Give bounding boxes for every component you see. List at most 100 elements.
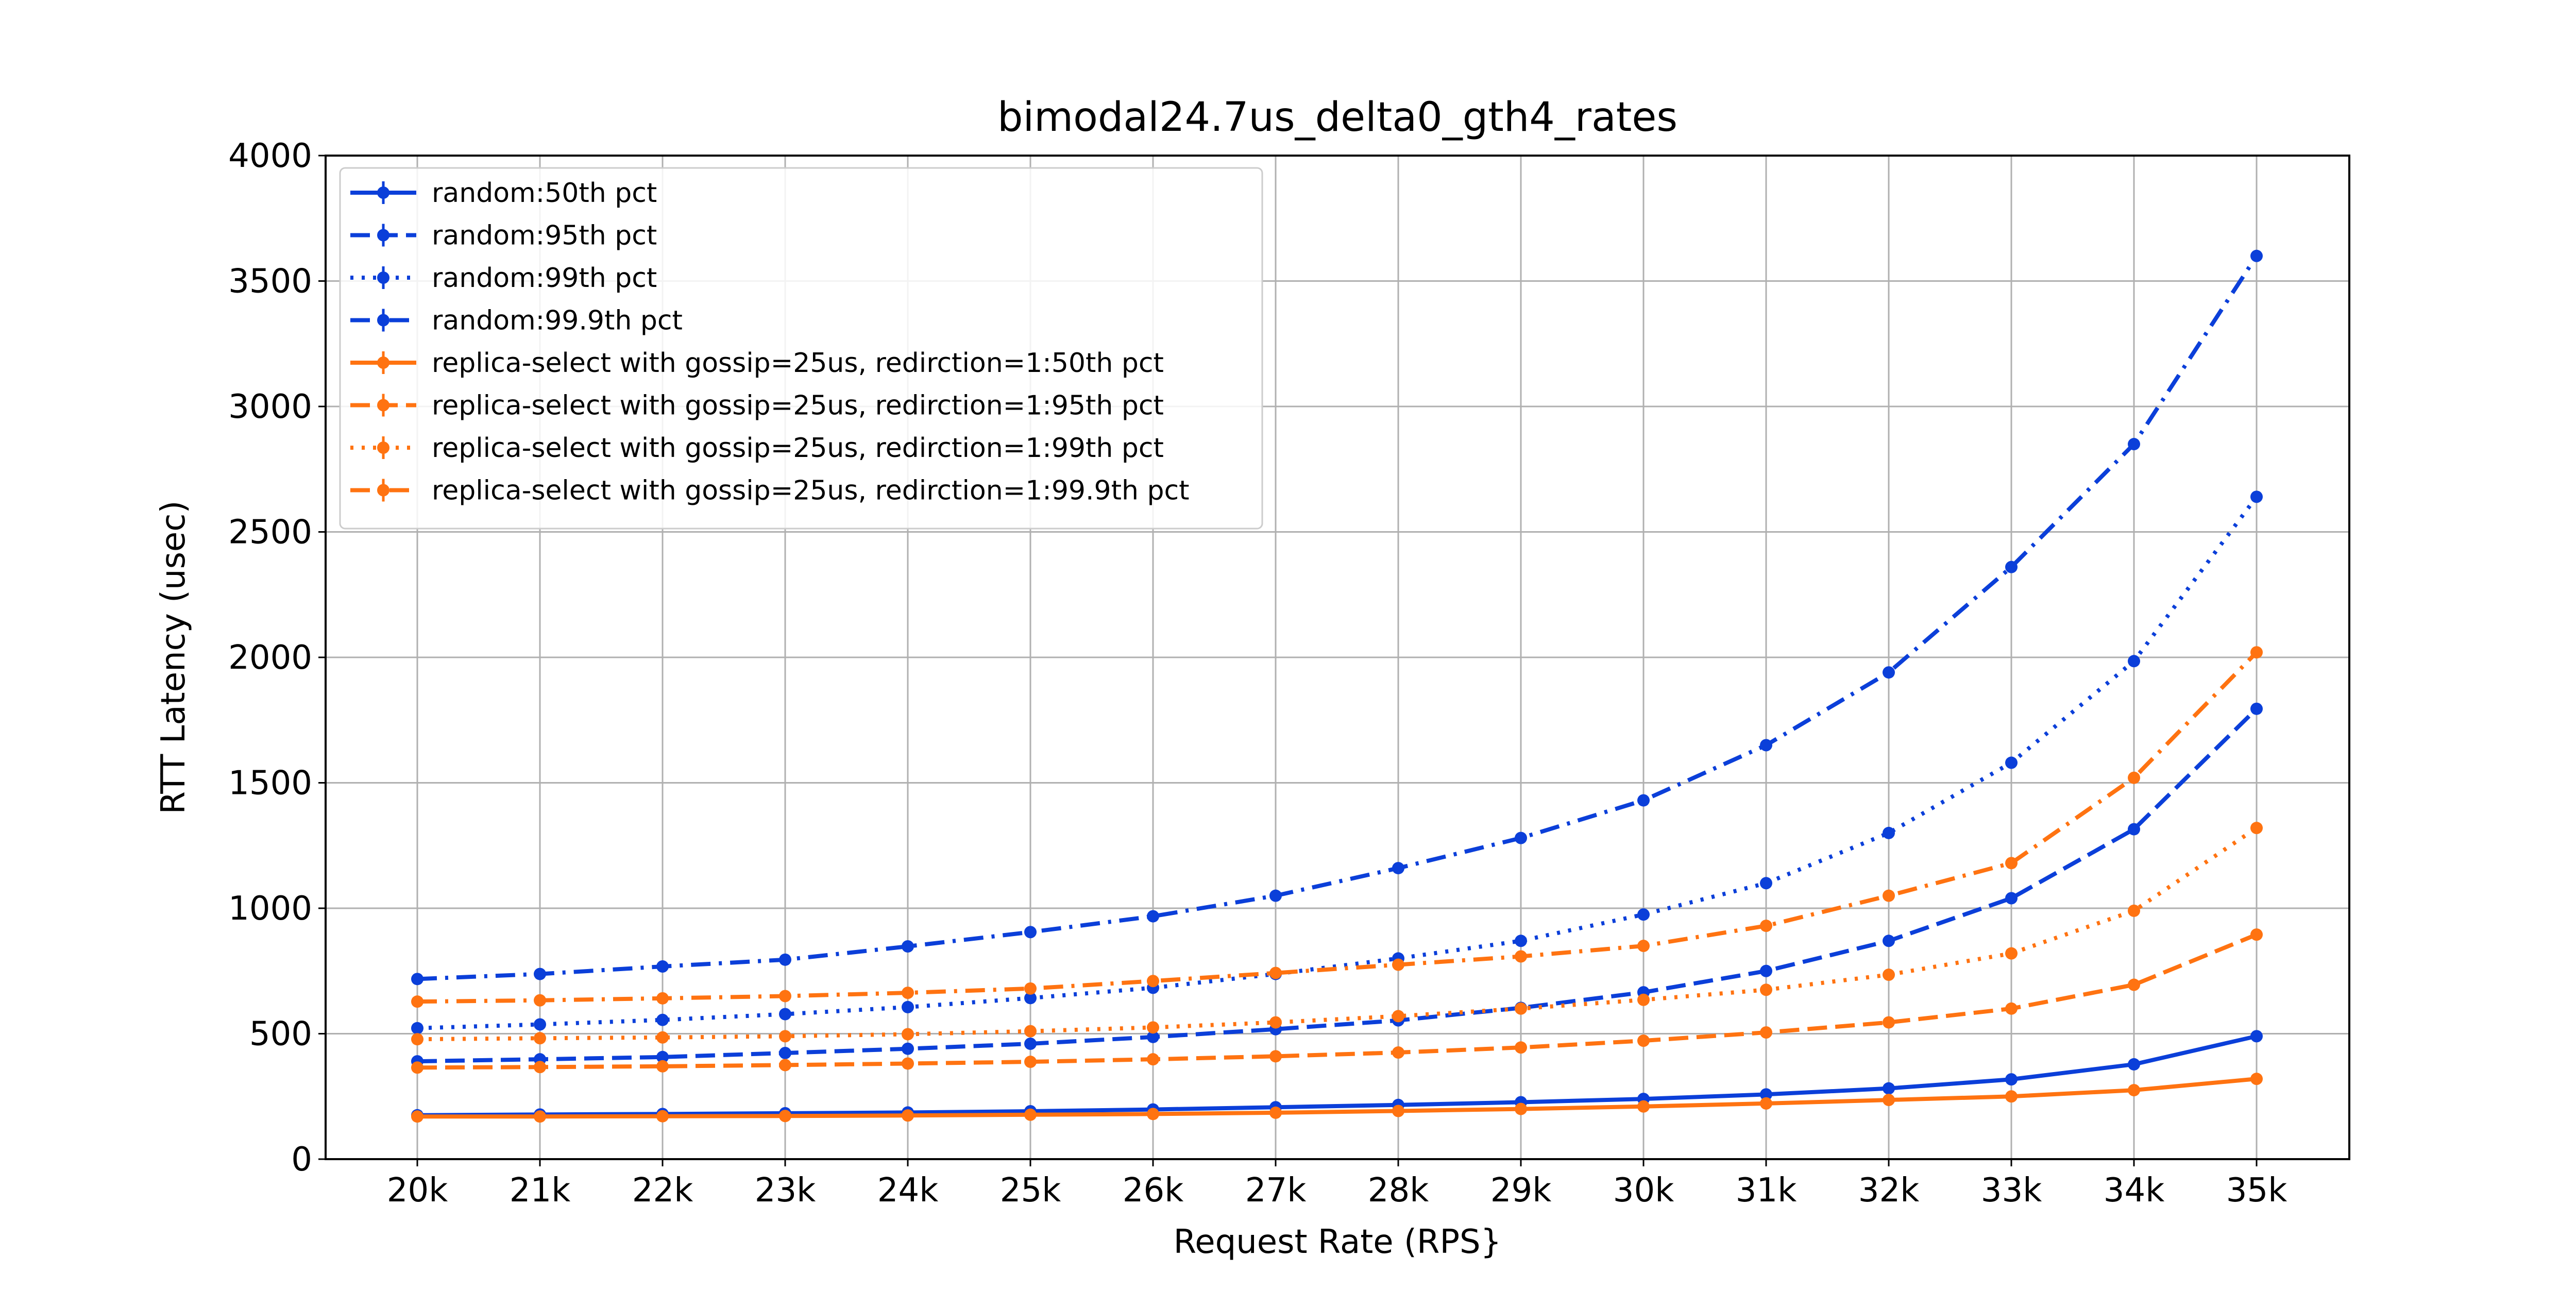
data-point [534,1032,546,1045]
data-point [1883,1094,1895,1107]
x-tick-label: 33k [1981,1172,2042,1210]
data-point [1392,1010,1404,1023]
data-point [1883,969,1895,981]
data-point [1883,935,1895,947]
series-group [411,646,2263,1008]
x-axis-label: Request Rate (RPS} [1174,1223,1502,1261]
data-point [1392,862,1404,875]
data-point [1024,1025,1037,1038]
x-tick-label: 32k [1858,1172,1920,1210]
x-tick-label: 22k [632,1172,693,1210]
legend-label: random:50th pct [432,178,657,209]
data-point [534,1018,546,1031]
data-point [2250,249,2263,262]
series-line [417,495,2259,1030]
data-point [779,1110,791,1123]
data-point [2250,490,2263,503]
data-point [656,960,669,973]
data-point [411,1033,423,1046]
data-point [1515,1002,1527,1015]
y-tick-label: 3000 [228,388,312,426]
data-point [1269,1016,1282,1029]
x-tick-label: 20k [387,1172,448,1210]
data-point [1760,739,1772,752]
legend-item: replica-select with gossip=25us, redirct… [350,433,1164,464]
data-point [1637,794,1650,807]
data-point [1147,1053,1159,1066]
data-point [902,987,914,999]
data-point [1024,926,1037,939]
data-point [656,992,669,1005]
data-point [2128,1084,2140,1097]
data-point [534,1110,546,1123]
series-lines [411,249,2263,1123]
legend-item: replica-select with gossip=25us, redirct… [350,348,1164,379]
data-point [656,1110,669,1123]
data-point [1760,983,1772,996]
series-line [417,651,2258,1004]
data-point [2005,756,2018,769]
data-point [902,1057,914,1070]
data-point [902,940,914,953]
data-point [2005,857,2018,870]
data-point [656,1031,669,1044]
legend-label: random:99th pct [432,263,657,294]
data-point [779,1059,791,1072]
data-point [1269,889,1282,902]
series-line [417,1077,2257,1119]
data-point [656,1060,669,1073]
data-point [1515,831,1527,844]
data-point [1515,1102,1527,1115]
series-group [411,822,2263,1046]
y-tick-label: 2000 [228,639,312,677]
data-point [411,1061,423,1074]
y-tick-label: 4000 [228,137,312,175]
legend: random:50th pct random:95th pct random:99t… [339,167,1263,530]
x-tick-label: 23k [755,1172,816,1210]
data-point [1024,992,1037,1005]
data-point [2250,1073,2263,1085]
x-tick-label: 28k [1368,1172,1429,1210]
data-point [1760,877,1772,890]
data-point [656,1013,669,1026]
legend-item: random:50th pct [350,178,657,209]
data-point [1392,958,1404,971]
data-point [779,953,791,966]
data-point [656,1050,669,1063]
data-point [779,1008,791,1021]
data-point [1147,1030,1159,1043]
data-point [902,1109,914,1122]
data-point [1883,1016,1895,1029]
x-tick-label: 25k [1000,1172,1061,1210]
legend-box [339,167,1263,530]
legend-label: replica-select with gossip=25us, redirct… [432,433,1164,464]
data-point [411,973,423,986]
data-point [1637,1100,1650,1113]
chart-title: bimodal24.7us_delta0_gth4_rates [997,94,1677,141]
data-point [902,1028,914,1041]
data-point [779,990,791,1003]
x-tick-label: 34k [2104,1172,2165,1210]
data-point [1637,908,1650,921]
legend-label: random:95th pct [432,220,657,251]
data-point [2250,646,2263,659]
x-tick-label: 27k [1245,1172,1307,1210]
series-group [411,249,2263,986]
data-point [2005,1090,2018,1103]
series-group [411,490,2263,1034]
data-point [2005,947,2018,960]
legend-label: replica-select with gossip=25us, redirct… [432,391,1164,421]
data-point [1147,1021,1159,1034]
series-line [417,707,2258,1064]
data-point [1883,826,1895,839]
data-point [1515,950,1527,963]
legend-item: random:99.9th pct [350,305,683,336]
series-group [411,1073,2263,1123]
data-point [1024,982,1037,995]
data-point [1760,1088,1772,1101]
data-point [2128,978,2140,991]
data-point [411,1022,423,1034]
data-point [2005,561,2018,573]
